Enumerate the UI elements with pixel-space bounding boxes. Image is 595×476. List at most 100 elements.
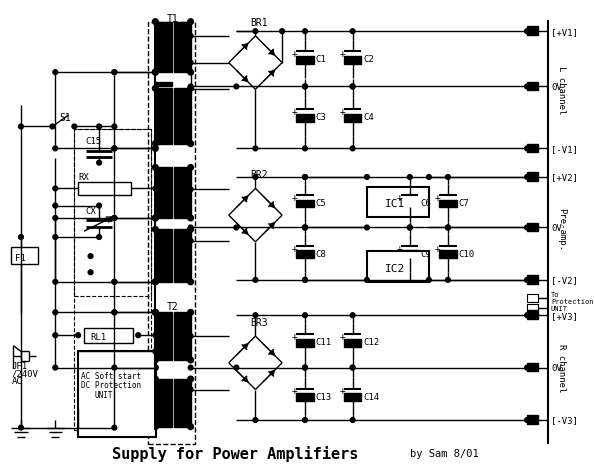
Circle shape <box>303 313 308 318</box>
Circle shape <box>408 226 412 230</box>
Text: R channel: R channel <box>557 344 566 392</box>
Text: IC2: IC2 <box>385 263 405 273</box>
Polygon shape <box>270 203 274 208</box>
Text: +: + <box>292 49 298 59</box>
Bar <box>527 27 538 36</box>
Circle shape <box>97 161 102 166</box>
Circle shape <box>152 424 158 430</box>
Text: by Sam 8/01: by Sam 8/01 <box>410 448 478 458</box>
Circle shape <box>525 175 530 180</box>
Circle shape <box>525 278 530 283</box>
Circle shape <box>18 426 23 430</box>
Circle shape <box>408 175 412 180</box>
Circle shape <box>188 227 193 233</box>
Text: C9: C9 <box>420 249 431 258</box>
Polygon shape <box>270 371 274 376</box>
Text: +: + <box>396 193 402 203</box>
Circle shape <box>53 216 58 221</box>
Circle shape <box>112 216 117 221</box>
Circle shape <box>188 387 193 392</box>
Circle shape <box>188 141 193 147</box>
Polygon shape <box>270 223 274 228</box>
Circle shape <box>253 175 258 180</box>
Text: C15: C15 <box>86 137 102 146</box>
Circle shape <box>525 30 530 34</box>
Circle shape <box>188 366 193 370</box>
Circle shape <box>365 226 369 230</box>
Text: C4: C4 <box>363 113 374 122</box>
Circle shape <box>153 333 158 338</box>
Circle shape <box>112 280 117 285</box>
Circle shape <box>152 279 158 285</box>
Circle shape <box>152 165 158 171</box>
Circle shape <box>350 366 355 370</box>
Circle shape <box>112 310 117 315</box>
Circle shape <box>18 235 23 240</box>
Circle shape <box>188 165 193 171</box>
Bar <box>155 82 171 87</box>
Text: +: + <box>292 107 298 117</box>
Polygon shape <box>243 344 248 349</box>
Circle shape <box>188 188 193 192</box>
Circle shape <box>152 86 158 92</box>
Text: [+V2]: [+V2] <box>551 173 578 182</box>
Circle shape <box>234 226 239 230</box>
Circle shape <box>188 377 193 382</box>
Circle shape <box>152 216 158 221</box>
Text: Pre-amp.: Pre-amp. <box>557 208 566 250</box>
Circle shape <box>446 226 450 230</box>
Circle shape <box>350 418 355 423</box>
Circle shape <box>53 280 58 285</box>
Text: BR3: BR3 <box>250 317 268 327</box>
Text: BR1: BR1 <box>250 18 268 28</box>
Text: /240V: /240V <box>11 369 38 378</box>
Text: +: + <box>339 107 345 117</box>
Bar <box>78 182 130 196</box>
Circle shape <box>234 85 239 89</box>
Circle shape <box>188 216 193 221</box>
Text: BR2: BR2 <box>250 170 268 180</box>
Text: [-V3]: [-V3] <box>551 416 578 425</box>
Text: C13: C13 <box>315 392 331 401</box>
Text: DC Protection: DC Protection <box>81 380 141 389</box>
Bar <box>439 200 456 208</box>
Text: +: + <box>339 386 345 396</box>
Text: Protection: Protection <box>551 298 593 304</box>
Circle shape <box>446 278 450 283</box>
Circle shape <box>152 357 158 363</box>
Text: JF1: JF1 <box>11 361 27 370</box>
Bar <box>527 416 538 424</box>
Circle shape <box>188 70 193 76</box>
Circle shape <box>525 313 530 318</box>
Text: C1: C1 <box>315 55 326 64</box>
Circle shape <box>408 226 412 230</box>
Circle shape <box>53 310 58 315</box>
Text: L channel: L channel <box>557 66 566 114</box>
Circle shape <box>303 85 308 89</box>
Circle shape <box>303 175 308 180</box>
Text: C11: C11 <box>315 337 331 347</box>
Circle shape <box>112 147 117 151</box>
Polygon shape <box>243 229 248 235</box>
Circle shape <box>446 226 450 230</box>
Bar <box>344 57 361 64</box>
Circle shape <box>188 86 193 92</box>
Circle shape <box>303 418 308 423</box>
Bar <box>401 251 418 258</box>
Text: [-V2]: [-V2] <box>551 276 578 285</box>
Bar <box>74 130 151 430</box>
Circle shape <box>188 20 193 25</box>
Circle shape <box>446 175 450 180</box>
Text: +: + <box>292 386 298 396</box>
Bar <box>74 130 151 297</box>
Circle shape <box>112 147 117 151</box>
Bar <box>367 187 429 218</box>
Circle shape <box>112 426 117 430</box>
Circle shape <box>153 349 158 354</box>
Circle shape <box>152 20 158 25</box>
Circle shape <box>53 147 58 151</box>
Circle shape <box>303 226 308 230</box>
Bar <box>344 394 361 401</box>
Circle shape <box>253 418 258 423</box>
Circle shape <box>53 204 58 208</box>
